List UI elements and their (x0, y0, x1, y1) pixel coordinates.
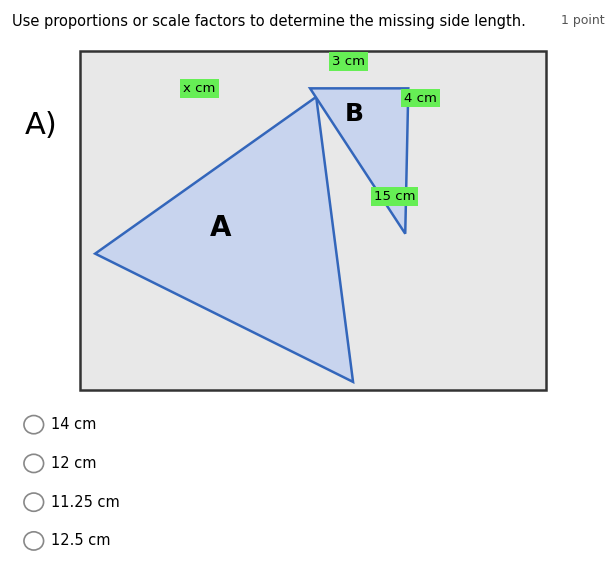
Text: A): A) (25, 111, 57, 140)
Text: A: A (210, 214, 232, 242)
Polygon shape (95, 97, 353, 382)
Polygon shape (310, 88, 408, 234)
Text: B: B (345, 102, 363, 126)
FancyBboxPatch shape (80, 51, 546, 390)
Text: 15 cm: 15 cm (374, 190, 416, 203)
Text: 3 cm: 3 cm (332, 55, 365, 68)
Text: 12.5 cm: 12.5 cm (52, 534, 111, 548)
Text: Use proportions or scale factors to determine the missing side length.: Use proportions or scale factors to dete… (12, 14, 526, 29)
Text: 12 cm: 12 cm (52, 456, 97, 471)
Text: 4 cm: 4 cm (404, 92, 437, 104)
Text: 11.25 cm: 11.25 cm (52, 495, 120, 510)
Text: 14 cm: 14 cm (52, 417, 97, 432)
Text: x cm: x cm (184, 82, 216, 95)
Text: 1 point: 1 point (561, 14, 605, 27)
